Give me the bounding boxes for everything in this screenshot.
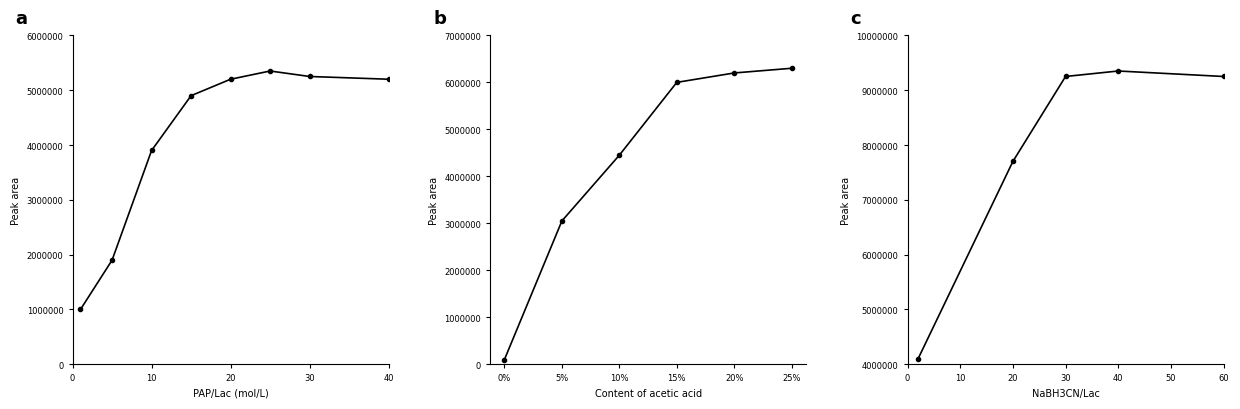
Text: c: c (851, 10, 862, 28)
X-axis label: NaBH3CN/Lac: NaBH3CN/Lac (1032, 388, 1100, 398)
Y-axis label: Peak area: Peak area (11, 176, 21, 225)
Text: a: a (16, 10, 27, 28)
X-axis label: PAP/Lac (mol/L): PAP/Lac (mol/L) (192, 388, 269, 398)
Y-axis label: Peak area: Peak area (429, 176, 439, 225)
X-axis label: Content of acetic acid: Content of acetic acid (594, 388, 702, 398)
Text: b: b (433, 10, 446, 28)
Y-axis label: Peak area: Peak area (841, 176, 851, 225)
